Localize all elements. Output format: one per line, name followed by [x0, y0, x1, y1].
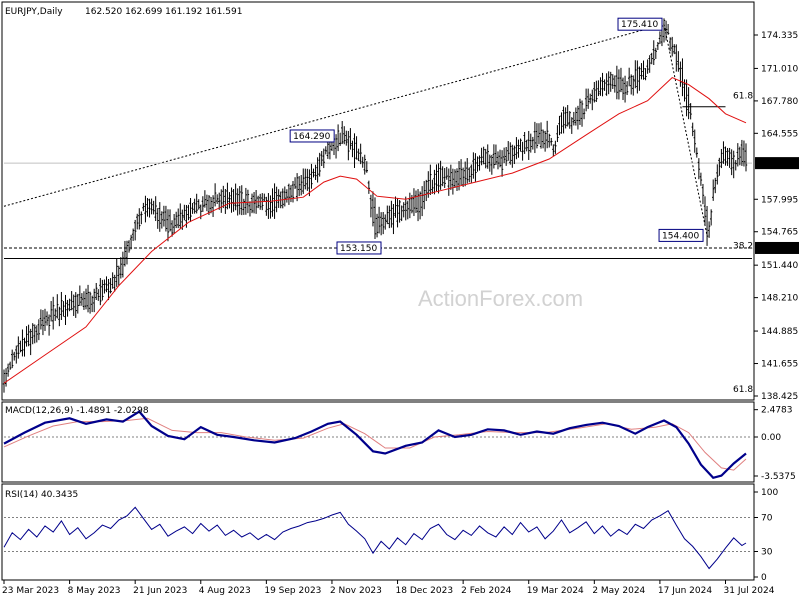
y-tick-label: 144.885 [761, 327, 798, 337]
x-tick-label: 8 May 2023 [68, 586, 121, 596]
x-tick-label: 23 Mar 2023 [2, 586, 59, 596]
axis-layer: 174.335 171.010 167.780 164.555 157.995 154.7… [2, 31, 799, 596]
rsi-title: RSI(14) 40.3435 [5, 490, 78, 500]
ohlc-readout: 162.520 162.699 161.192 161.591 [85, 7, 242, 17]
fib-level-label: 61.8 [733, 92, 753, 102]
swing-label-box [617, 17, 663, 31]
y-tick-label: 174.335 [761, 31, 798, 41]
macd-y-tick-label: 2.4783 [761, 406, 793, 416]
rsi-y-tick-label: 0 [761, 573, 767, 583]
rsi-y-tick-label: 100 [761, 488, 778, 498]
x-tick-label: 19 Sep 2023 [264, 586, 321, 596]
x-tick-label: 19 Mar 2024 [527, 586, 584, 596]
y-tick-label: 154.765 [761, 228, 798, 238]
price-layer: 175.410 164.290 153.150 154.400 61.8 38.2 61.8 [2, 17, 753, 395]
macd-y-tick-label: -3.5375 [761, 472, 796, 482]
macd-y-tick-label: 0.00 [761, 433, 781, 443]
fib-level-label: 38.2 [733, 241, 753, 251]
macd-panel-frame [1, 401, 755, 483]
price-panel-frame [1, 1, 755, 401]
macd-line [3, 410, 747, 480]
rsi-line [3, 506, 747, 570]
symbol-label: EURJPY,Daily [5, 7, 63, 17]
x-tick-label: 17 Jun 2024 [658, 586, 712, 596]
x-tick-label: 2 May 2024 [592, 586, 645, 596]
rsi-layer [3, 506, 752, 570]
x-tick-label: 4 Aug 2023 [199, 586, 251, 596]
swing-label: 175.410 [621, 20, 658, 30]
swing-label: 153.150 [340, 244, 377, 254]
macd-title: MACD(12,26,9) -1.4891 -2.0298 [5, 406, 149, 416]
x-tick-label: 18 Dec 2023 [396, 586, 454, 596]
y-tick-label: 141.655 [761, 360, 798, 370]
current-price-label: 161.591 [760, 159, 797, 169]
y-tick-label: 171.010 [761, 64, 798, 74]
swing-label-box [658, 228, 704, 242]
macd-layer [3, 410, 752, 480]
fib-level-label: 61.8 [733, 385, 753, 395]
moving-average-line [3, 77, 747, 384]
y-tick-label: 148.210 [761, 294, 798, 304]
rsi-panel-frame [1, 483, 755, 581]
level-153150-tag [755, 241, 799, 254]
y-tick-label: 164.555 [761, 129, 798, 139]
swing-label: 154.400 [662, 231, 699, 241]
macd-signal-line [3, 417, 747, 471]
rsi-y-tick-label: 30 [761, 548, 773, 558]
y-tick-label: 151.440 [761, 261, 798, 271]
level-153150-label: 153.150 [760, 244, 797, 254]
swing-label: 164.290 [293, 132, 330, 142]
y-tick-label: 157.995 [761, 195, 798, 205]
rsi-y-tick-label: 70 [761, 514, 773, 524]
x-tick-label: 2 Nov 2023 [330, 586, 382, 596]
y-tick-label: 138.425 [761, 392, 798, 402]
y-tick-label: 167.780 [761, 97, 798, 107]
swing-label-box [289, 129, 335, 143]
current-price-tag [755, 157, 799, 170]
swing-label-box [336, 241, 382, 255]
x-tick-label: 21 Jun 2023 [133, 586, 187, 596]
x-tick-label: 2 Feb 2024 [461, 586, 512, 596]
x-tick-label: 31 Jul 2024 [724, 586, 775, 596]
watermark: ActionForex.com [418, 286, 583, 311]
